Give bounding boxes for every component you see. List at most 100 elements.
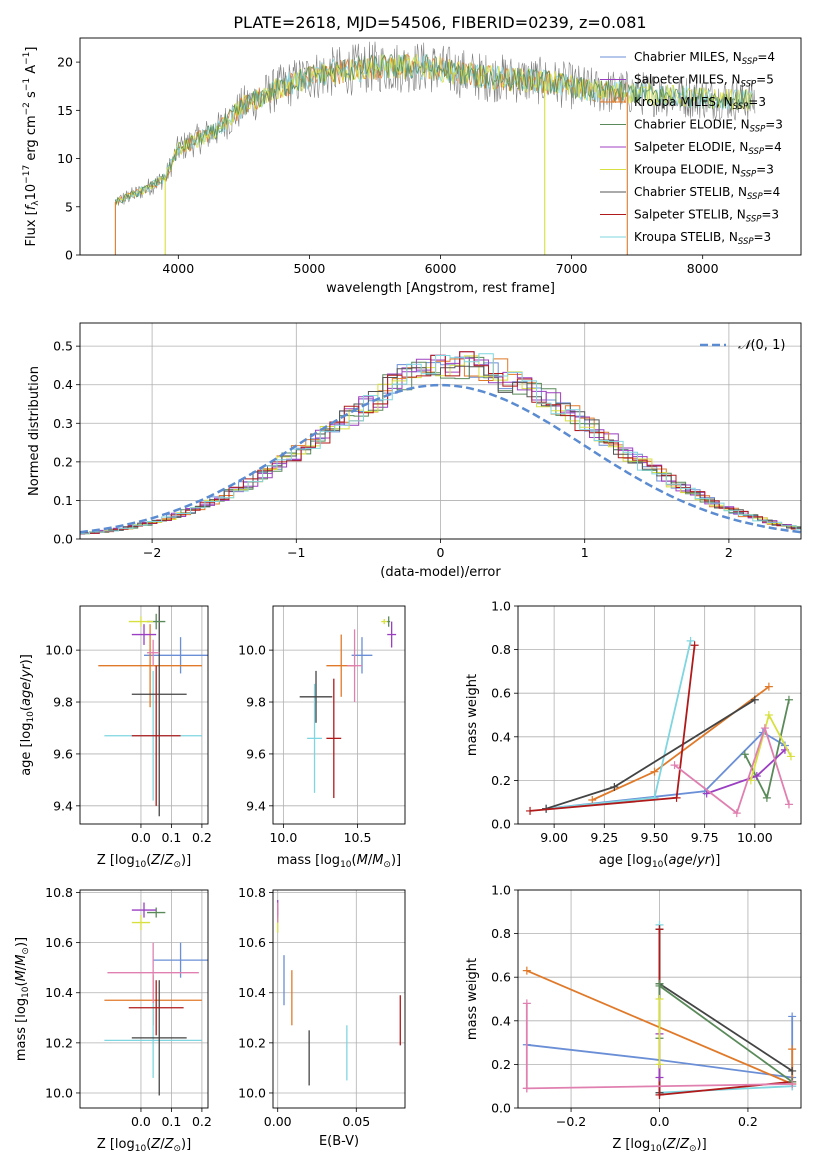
weight-marker [740, 750, 749, 759]
y-tick-label: 9.4 [53, 798, 73, 813]
weight-marker [764, 682, 773, 691]
y-tick-label: 10.2 [45, 1035, 73, 1050]
legend-label: Salpeter STELIB, NSSP=3 [634, 208, 779, 225]
y-axis-label: age [log10(age/yr)] [19, 654, 36, 776]
weight-marker [670, 761, 679, 770]
y-tick-label: 0.4 [53, 377, 73, 392]
y-axis-label: Flux [fλ10−17 erg cm−2 s−1 A−1] [22, 47, 41, 247]
y-tick-label: 10.0 [45, 1085, 73, 1100]
y-tick-label: 9.6 [246, 746, 266, 761]
axes-frame [517, 605, 802, 825]
errorbars [299, 616, 397, 799]
x-axis-label: Z [log10(Z/Z⊙)] [97, 853, 191, 870]
legend-label: Kroupa STELIB, NSSP=3 [634, 230, 771, 247]
weight-marker [655, 1060, 664, 1069]
spectrum-legend: Chabrier MILES, NSSP=4 Salpeter MILES, NS… [600, 50, 783, 247]
model-spectrum [115, 53, 627, 205]
axes-frame [79, 37, 802, 256]
mass-vs-EBV-panel: 0.00 0.05 10.0 10.2 10.4 10.6 10.8 E(B-V) [238, 885, 406, 1149]
weight-marker [655, 1073, 664, 1082]
y-tick-label: 0.2 [491, 1057, 511, 1072]
x-tick-label: 0 [437, 545, 445, 560]
x-tick-label: 0.0 [131, 1114, 151, 1129]
figure-title: PLATE=2618, MJD=54506, FIBERID=0239, z=0… [233, 13, 646, 32]
x-tick-label: 0.05 [342, 1114, 370, 1129]
x-tick-label: 0.2 [738, 1114, 758, 1129]
y-tick-label: 10.0 [45, 643, 73, 658]
weight-marker [752, 772, 761, 781]
x-tick-label: 0.0 [131, 830, 151, 845]
y-tick-label: 0.8 [491, 926, 511, 941]
y-tick-label: 9.8 [53, 695, 73, 710]
x-tick-label: 9.25 [590, 830, 618, 845]
weight-marker [655, 979, 664, 988]
x-tick-label: 10.0 [269, 830, 297, 845]
y-tick-label: 10.8 [45, 885, 73, 900]
y-tick-label: 0 [65, 248, 73, 263]
x-tick-label: 7000 [556, 261, 588, 276]
y-tick-label: 10.4 [45, 985, 73, 1000]
weight-marker [655, 925, 664, 934]
weight-series [658, 985, 793, 1083]
y-axis-label: mass weight [465, 958, 480, 1040]
weight-marker [686, 636, 695, 645]
weight-marker [588, 796, 597, 805]
axes-frame [79, 322, 802, 540]
x-tick-label: 0.1 [161, 830, 181, 845]
age-vs-Z-panel: 0.0 0.1 0.2 9.4 9.6 9.8 10.0 Z [log10(Z/Z⊙)] age… [19, 605, 212, 870]
weight-marker [788, 1080, 797, 1089]
y-tick-label: 5 [65, 199, 73, 214]
x-tick-label: 0.1 [161, 1114, 181, 1129]
legend-label: Chabrier STELIB, NSSP=4 [634, 185, 780, 202]
weight-marker [522, 966, 531, 975]
y-tick-label: 9.4 [246, 798, 266, 813]
errorbars [277, 900, 401, 1086]
age-vs-mass-panel: 10.0 10.5 9.4 9.6 9.8 10.0 mass [log10(M/M⊙)] [238, 605, 406, 870]
model-spectrum [115, 54, 753, 204]
axes-frame [272, 889, 406, 1109]
x-tick-label: 0.2 [192, 830, 212, 845]
spectrum-lines [114, 41, 756, 255]
residuals-panel: −2 −1 0 1 2 0.0 0.1 0.2 0.3 0.4 0.5 (data-model)/er… [27, 322, 802, 580]
axes-frame [517, 889, 802, 1109]
y-tick-label: 20 [57, 55, 73, 70]
y-axis-label: Normed distribution [27, 366, 42, 496]
errorbars [104, 902, 208, 1096]
x-tick-label: 2 [725, 545, 733, 560]
x-tick-label: −0.2 [556, 1114, 586, 1129]
histogram-series [80, 365, 801, 536]
y-tick-label: 10.8 [238, 885, 266, 900]
y-tick-label: 0.8 [491, 642, 511, 657]
weight-marker [655, 995, 664, 1003]
weight-marker [732, 809, 741, 818]
x-axis-label: wavelength [Angstrom, rest frame] [326, 281, 555, 296]
x-axis-label: age [log10(age/yr)] [599, 853, 721, 870]
mass-vs-Z-panel: 0.0 0.1 0.2 10.0 10.2 10.4 10.6 10.8 Z [log10(Z/… [14, 885, 212, 1154]
weight-series [659, 982, 793, 1072]
weight-marker [762, 793, 771, 802]
x-tick-label: 9.75 [691, 830, 719, 845]
weight-marker [522, 999, 531, 1008]
y-tick-label: 0.0 [491, 817, 511, 832]
y-tick-label: 0.3 [53, 416, 73, 431]
model-spectrum [115, 53, 753, 204]
weight-marker [788, 1045, 797, 1054]
weight-series [526, 1083, 793, 1090]
y-tick-label: 10.6 [45, 935, 73, 950]
weight-vs-Z-panel: −0.2 0.0 0.2 0.0 0.2 0.4 0.6 0.8 1.0 Z [log10(Z/Z… [465, 883, 802, 1154]
weight-series [659, 1085, 793, 1094]
y-tick-label: 0.6 [491, 970, 511, 985]
y-tick-label: 10 [57, 151, 73, 166]
x-tick-label: 4000 [162, 261, 194, 276]
errorbars [98, 606, 208, 817]
y-tick-label: 10.6 [238, 935, 266, 950]
x-tick-label: 10.00 [737, 830, 773, 845]
y-tick-label: 0.4 [491, 1013, 511, 1028]
weight-marker [526, 806, 535, 815]
y-tick-label: 10.0 [238, 643, 266, 658]
y-axis-label: mass [log10(M/M⊙)] [14, 937, 31, 1061]
x-axis-label: mass [log10(M/M⊙)] [277, 853, 401, 870]
y-tick-label: 10.2 [238, 1035, 266, 1050]
weight-marker [764, 711, 773, 719]
